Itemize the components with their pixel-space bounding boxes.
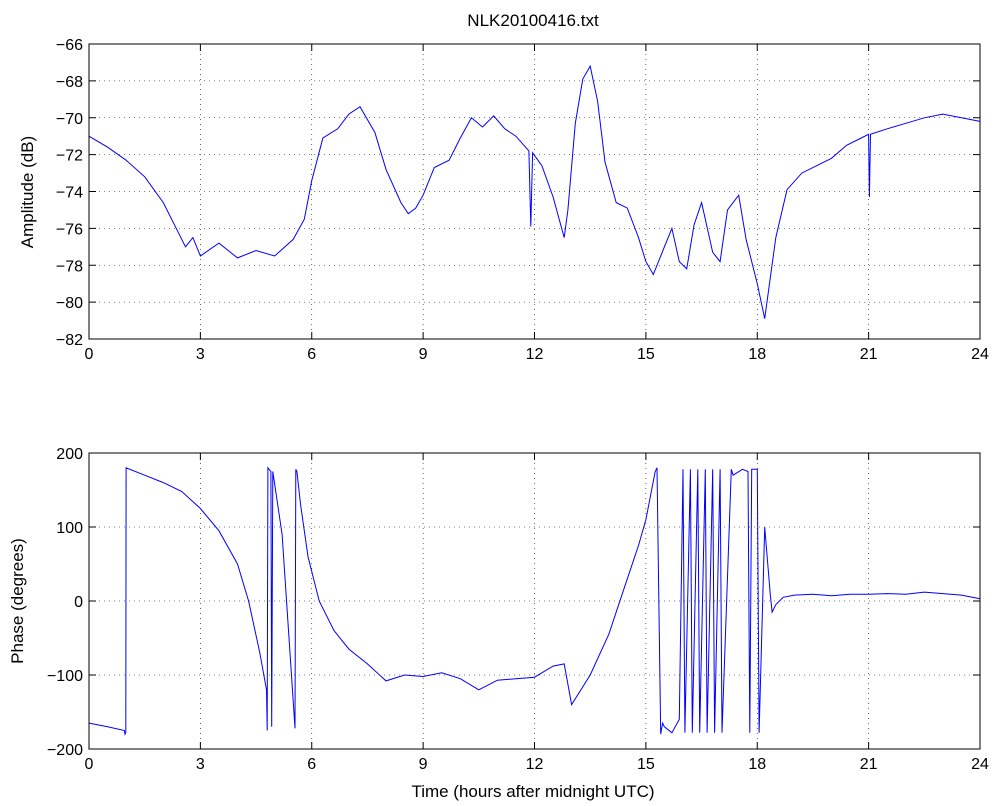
amplitude-panel: 0 3 6 9 12 15 18 21 24 −82 −80 −78 −76 −74 −72 −70 −68 −6…: [56, 37, 989, 363]
phase-y-axis-label: Phase (degrees): [8, 538, 27, 664]
phase-x-tick-label: 0: [85, 756, 94, 773]
amplitude-x-tick-label: 6: [307, 346, 316, 363]
phase-x-tick-label: 21: [860, 756, 878, 773]
amplitude-y-tick-label: −74: [56, 185, 83, 202]
phase-x-tick-label: 9: [419, 756, 428, 773]
amplitude-y-tick-label: −80: [56, 295, 83, 312]
phase-x-tick-label: 24: [971, 756, 989, 773]
amplitude-x-tick-label: 15: [637, 346, 655, 363]
chart-title: NLK20100416.txt: [467, 11, 599, 30]
phase-x-tick-label: 15: [637, 756, 655, 773]
phase-y-tick-label: 0: [74, 594, 83, 611]
phase-y-tick-label: −100: [47, 668, 83, 685]
amplitude-y-tick-label: −76: [56, 221, 83, 238]
amplitude-x-tick-label: 24: [971, 346, 989, 363]
amplitude-y-tick-label: −72: [56, 148, 83, 165]
amplitude-x-tick-label: 3: [196, 346, 205, 363]
phase-x-tick-label: 3: [196, 756, 205, 773]
amplitude-y-tick-label: −68: [56, 74, 83, 91]
phase-y-tick-label: −200: [47, 742, 83, 759]
phase-series-line: [88, 466, 981, 736]
amplitude-x-tick-label: 21: [860, 346, 878, 363]
phase-x-tick-label: 12: [526, 756, 544, 773]
amplitude-y-axis-label: Amplitude (dB): [18, 136, 37, 248]
amplitude-x-tick-label: 0: [85, 346, 94, 363]
amplitude-x-tick-label: 18: [748, 346, 766, 363]
amplitude-series-line: [88, 64, 981, 319]
amplitude-y-tick-label: −78: [56, 258, 83, 275]
phase-x-tick-label: 18: [748, 756, 766, 773]
phase-y-tick-label: 100: [56, 520, 83, 537]
amplitude-y-tick-label: −66: [56, 37, 83, 54]
amplitude-y-tick-label: −70: [56, 111, 83, 128]
phase-x-tick-label: 6: [307, 756, 316, 773]
phase-y-tick-label: 200: [56, 446, 83, 463]
amplitude-y-tick-label: −82: [56, 332, 83, 349]
amplitude-x-tick-label: 9: [419, 346, 428, 363]
phase-x-axis-label: Time (hours after midnight UTC): [411, 782, 654, 801]
phase-panel: 0 3 6 9 12 15 18 21 24 −200 −100 0 100 200: [47, 446, 989, 773]
amplitude-x-tick-label: 12: [526, 346, 544, 363]
